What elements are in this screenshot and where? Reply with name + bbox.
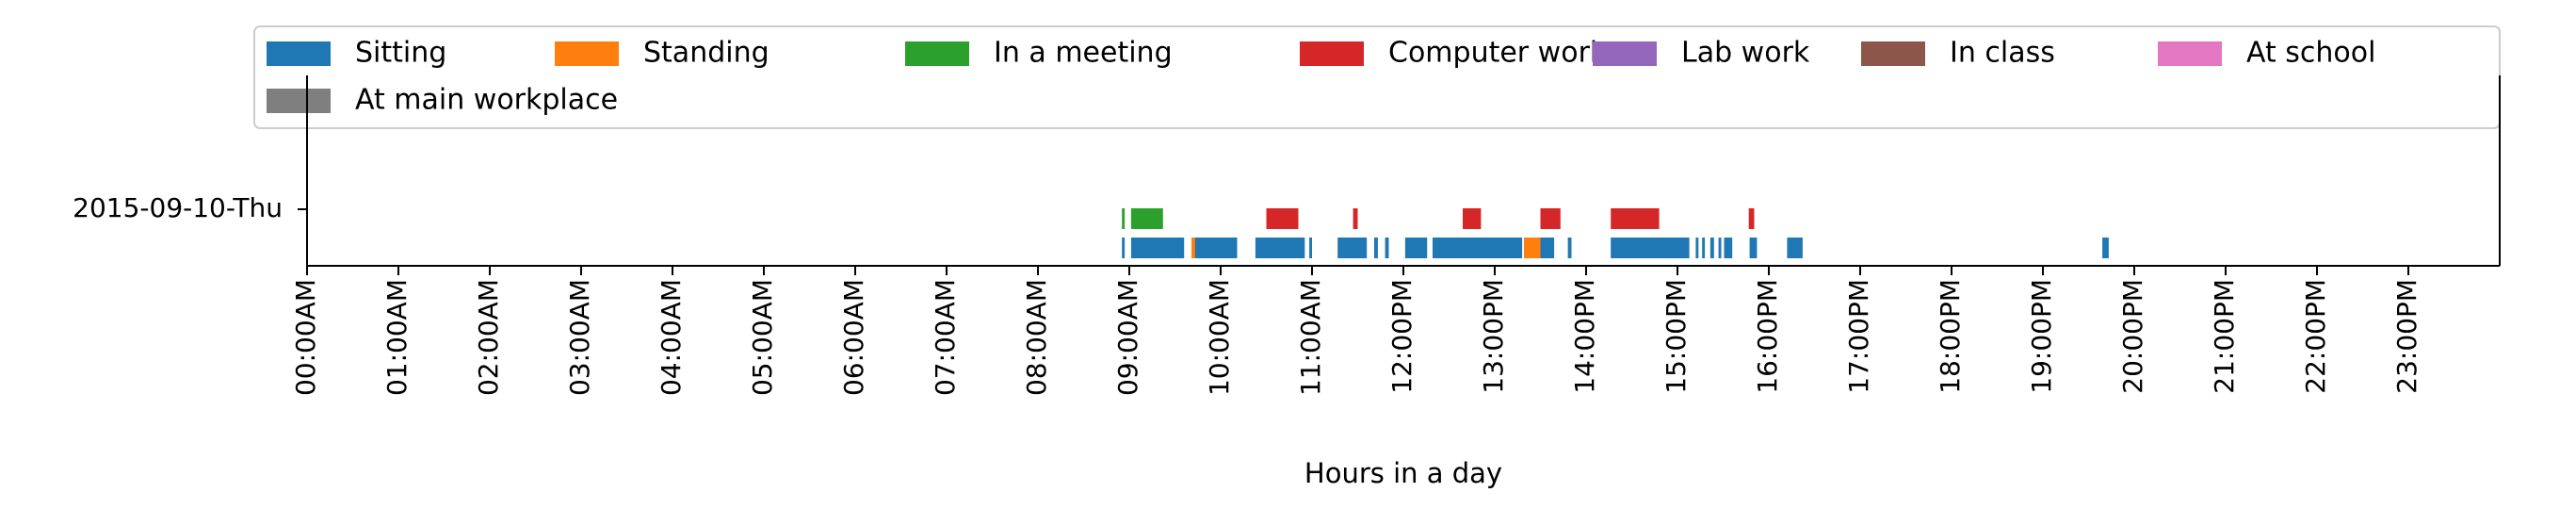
bar-sitting [1385, 238, 1389, 258]
legend-label-sitting: Sitting [355, 37, 446, 70]
x-ticks: 00:00AM 01:00AM 02:00AM 03:00AM 04:00AM 05:00… [290, 266, 2422, 396]
legend-swatch-standing [555, 41, 619, 66]
x-tick-label: 08:00AM [1021, 279, 1052, 396]
x-tick-label: 10:00AM [1204, 279, 1235, 396]
bar-sitting [1718, 238, 1722, 258]
x-tick-label: 00:00AM [290, 279, 321, 396]
legend-label-at-main-workplace: At main workplace [355, 84, 618, 117]
x-tick-label: 13:00PM [1478, 279, 1509, 394]
bar-standing [1524, 238, 1541, 258]
x-tick-label: 16:00PM [1752, 279, 1783, 394]
x-tick-label: 19:00PM [2026, 279, 2057, 394]
bar-sitting [1724, 238, 1733, 258]
x-tick-label: 05:00AM [747, 279, 778, 396]
x-tick-label: 23:00PM [2391, 279, 2422, 394]
bar-computer-work [1463, 208, 1482, 229]
legend-label-in-class: In class [1950, 37, 2055, 70]
legend-label-computer-work: Computer work [1388, 37, 1607, 70]
x-tick-label: 09:00AM [1112, 279, 1143, 396]
bar-computer-work [1540, 208, 1561, 229]
x-tick-label: 18:00PM [1935, 279, 1966, 394]
bar-sitting [1130, 238, 1185, 258]
legend-swatch-lab-work [1593, 41, 1657, 66]
bar-sitting [1337, 238, 1368, 258]
bar-sitting [2102, 238, 2109, 258]
x-tick-label: 06:00AM [838, 279, 869, 396]
x-tick-label: 21:00PM [2209, 279, 2240, 394]
bar-computer-work [1353, 208, 1358, 229]
bar-computer-work [1266, 208, 1299, 229]
bar-sitting [1122, 238, 1126, 258]
legend-label-at-school: At school [2246, 37, 2375, 70]
x-tick-label: 11:00AM [1295, 279, 1326, 396]
legend-label-lab-work: Lab work [1681, 37, 1810, 70]
bar-sitting [1309, 238, 1312, 258]
x-tick-label: 01:00AM [381, 279, 413, 396]
bar-computer-work [1748, 208, 1755, 229]
bar-sitting [1702, 238, 1706, 258]
x-tick-label: 03:00AM [564, 279, 595, 396]
x-tick-label: 17:00PM [1843, 279, 1874, 394]
bar-sitting [1192, 238, 1238, 258]
x-tick-label: 07:00AM [930, 279, 961, 396]
legend-swatch-at-main-workplace [267, 89, 331, 113]
x-tick-label: 04:00AM [656, 279, 687, 396]
bar-sitting [1374, 238, 1378, 258]
bar-in-a-meeting [1122, 208, 1126, 229]
x-tick-label: 22:00PM [2300, 279, 2331, 394]
bar-sitting [1787, 238, 1803, 258]
legend-swatch-at-school [2158, 41, 2222, 66]
y-tick-label: 2015-09-10-Thu [73, 192, 283, 223]
legend-swatch-in-a-meeting [905, 41, 969, 66]
bar-sitting [1255, 238, 1305, 258]
legend-swatch-sitting [267, 41, 331, 66]
x-axis-label: Hours in a day [1304, 457, 1502, 489]
bar-sitting [1709, 238, 1714, 258]
x-tick-label: 12:00PM [1386, 279, 1418, 394]
bar-sitting [1535, 238, 1555, 258]
legend-swatch-computer-work [1300, 41, 1364, 66]
x-tick-label: 02:00AM [473, 279, 504, 396]
legend-swatch-in-class [1861, 41, 1925, 66]
bar-sitting [1749, 238, 1758, 258]
legend-label-standing: Standing [643, 37, 770, 70]
x-tick-label: 20:00PM [2117, 279, 2148, 394]
x-tick-label: 15:00PM [1661, 279, 1692, 394]
bar-standing [1191, 238, 1195, 258]
bar-computer-work [1611, 208, 1660, 229]
legend: Sitting Standing In a meeting Computer work… [253, 25, 2501, 129]
x-tick-label: 14:00PM [1569, 279, 1600, 394]
bar-sitting [1611, 238, 1690, 258]
bar-in-a-meeting [1130, 208, 1163, 229]
bar-sitting [1567, 238, 1572, 258]
bar-sitting [1404, 238, 1428, 258]
bar-sitting [1695, 238, 1699, 258]
activity-bars [1122, 208, 2109, 258]
bar-sitting [1433, 238, 1523, 258]
legend-label-in-a-meeting: In a meeting [994, 37, 1173, 70]
